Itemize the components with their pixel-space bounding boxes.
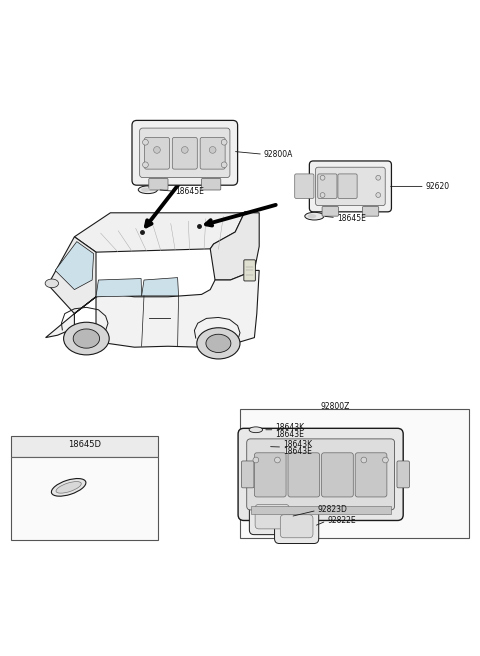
Ellipse shape [51, 478, 86, 496]
Ellipse shape [308, 214, 316, 218]
FancyBboxPatch shape [288, 453, 320, 497]
FancyBboxPatch shape [318, 174, 337, 198]
Ellipse shape [249, 427, 263, 433]
FancyBboxPatch shape [362, 207, 379, 216]
Circle shape [143, 139, 148, 145]
Text: 18645D: 18645D [68, 440, 101, 449]
FancyBboxPatch shape [322, 453, 353, 497]
FancyBboxPatch shape [280, 515, 313, 538]
Circle shape [253, 457, 259, 463]
FancyBboxPatch shape [254, 453, 286, 497]
Text: 92822E: 92822E [327, 516, 356, 525]
FancyBboxPatch shape [397, 461, 409, 488]
Bar [11, 436, 158, 457]
FancyBboxPatch shape [322, 207, 338, 216]
FancyBboxPatch shape [247, 439, 395, 510]
FancyBboxPatch shape [132, 121, 238, 185]
Text: 18643E: 18643E [276, 430, 304, 439]
Ellipse shape [73, 329, 100, 348]
FancyBboxPatch shape [244, 260, 255, 281]
Text: 92800A: 92800A [264, 150, 293, 159]
Text: 18643K: 18643K [276, 423, 305, 432]
FancyBboxPatch shape [275, 509, 319, 544]
Ellipse shape [206, 335, 231, 352]
FancyBboxPatch shape [309, 161, 391, 212]
Polygon shape [210, 212, 250, 249]
FancyBboxPatch shape [255, 504, 289, 529]
FancyBboxPatch shape [149, 178, 168, 190]
Polygon shape [74, 213, 250, 252]
FancyBboxPatch shape [172, 138, 197, 169]
Text: 18645E: 18645E [175, 187, 204, 196]
Ellipse shape [305, 213, 324, 220]
FancyBboxPatch shape [202, 178, 221, 190]
Bar [251, 506, 391, 514]
Polygon shape [55, 241, 94, 289]
Bar [240, 409, 469, 538]
Text: 18643E: 18643E [283, 447, 312, 457]
Circle shape [361, 457, 367, 463]
FancyBboxPatch shape [238, 428, 403, 520]
Polygon shape [142, 277, 179, 296]
Circle shape [209, 146, 216, 154]
Text: 92800Z: 92800Z [321, 402, 350, 411]
Polygon shape [96, 279, 142, 297]
Circle shape [376, 193, 381, 197]
Circle shape [383, 457, 388, 463]
Circle shape [221, 162, 227, 168]
Polygon shape [210, 212, 259, 280]
FancyBboxPatch shape [241, 461, 254, 488]
Ellipse shape [63, 322, 109, 355]
FancyBboxPatch shape [355, 453, 387, 497]
Ellipse shape [256, 443, 270, 449]
Bar [11, 457, 158, 540]
Text: 92823D: 92823D [318, 505, 348, 514]
Text: 18643K: 18643K [283, 440, 312, 449]
Circle shape [320, 193, 325, 197]
FancyBboxPatch shape [295, 174, 314, 198]
FancyBboxPatch shape [338, 174, 357, 198]
FancyBboxPatch shape [200, 138, 225, 169]
Circle shape [320, 175, 325, 180]
FancyBboxPatch shape [144, 138, 169, 169]
Polygon shape [48, 237, 96, 314]
Ellipse shape [197, 328, 240, 359]
FancyBboxPatch shape [250, 499, 295, 535]
Polygon shape [46, 270, 259, 347]
Circle shape [275, 457, 280, 463]
Circle shape [181, 146, 188, 154]
Text: 92620: 92620 [426, 182, 450, 191]
Circle shape [143, 162, 148, 168]
Ellipse shape [56, 482, 81, 493]
FancyBboxPatch shape [316, 167, 385, 205]
FancyBboxPatch shape [140, 128, 230, 178]
Ellipse shape [45, 279, 59, 288]
Ellipse shape [138, 186, 157, 194]
Text: 18645E: 18645E [337, 214, 366, 222]
Circle shape [376, 175, 381, 180]
Circle shape [154, 146, 160, 154]
Circle shape [221, 139, 227, 145]
Ellipse shape [141, 188, 150, 192]
